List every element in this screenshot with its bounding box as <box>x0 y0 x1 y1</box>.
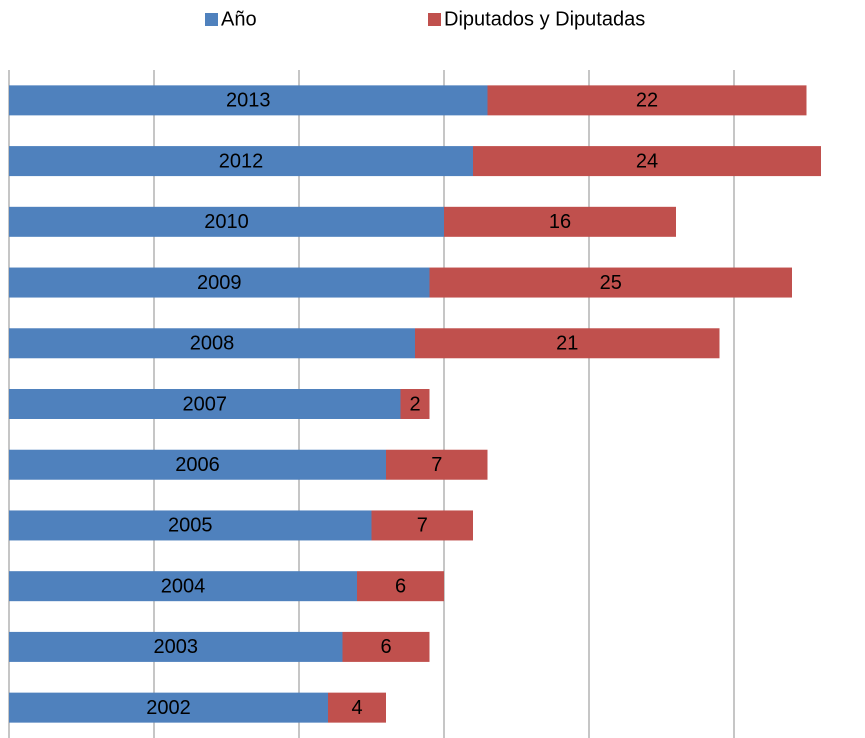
legend-swatch <box>428 13 441 26</box>
data-label: 2010 <box>204 211 249 233</box>
legend-label: Diputados y Diputadas <box>444 8 645 30</box>
data-label: 2006 <box>175 454 220 476</box>
legend-swatch <box>205 13 218 26</box>
bar <box>444 206 676 237</box>
data-label: 7 <box>417 515 428 537</box>
bar <box>371 510 473 541</box>
bar <box>9 328 415 359</box>
data-label: 2003 <box>154 636 199 658</box>
data-label: 24 <box>636 150 658 172</box>
bar <box>9 510 372 541</box>
data-label: 2004 <box>161 575 206 597</box>
bar <box>429 267 792 298</box>
bar <box>9 692 328 723</box>
bar <box>9 449 386 480</box>
data-label: 21 <box>556 333 578 355</box>
data-label: 6 <box>395 575 406 597</box>
bar <box>9 206 444 237</box>
data-label: 2002 <box>146 697 191 719</box>
bar <box>342 631 430 662</box>
data-label: 2 <box>409 393 420 415</box>
bar <box>328 692 386 723</box>
data-label: 2012 <box>219 150 264 172</box>
bar <box>9 146 473 177</box>
data-label: 2013 <box>226 90 271 112</box>
bar <box>9 631 343 662</box>
bar <box>9 85 488 116</box>
bar <box>487 85 807 116</box>
bar <box>357 571 444 602</box>
data-label: 25 <box>600 272 622 294</box>
data-label: 2008 <box>190 333 235 355</box>
bar <box>473 146 821 177</box>
data-label: 2009 <box>197 272 242 294</box>
bar <box>400 389 430 419</box>
data-label: 16 <box>549 211 571 233</box>
legend-label: Año <box>221 8 257 30</box>
bar <box>9 389 401 419</box>
data-label: 7 <box>431 454 442 476</box>
bar <box>415 328 720 359</box>
bar <box>9 267 430 298</box>
data-label: 22 <box>636 90 658 112</box>
data-label: 2005 <box>168 515 213 537</box>
data-label: 2007 <box>183 393 228 415</box>
bar <box>386 449 488 480</box>
bar <box>9 571 357 602</box>
data-label: 4 <box>351 697 362 719</box>
data-label: 6 <box>380 636 391 658</box>
